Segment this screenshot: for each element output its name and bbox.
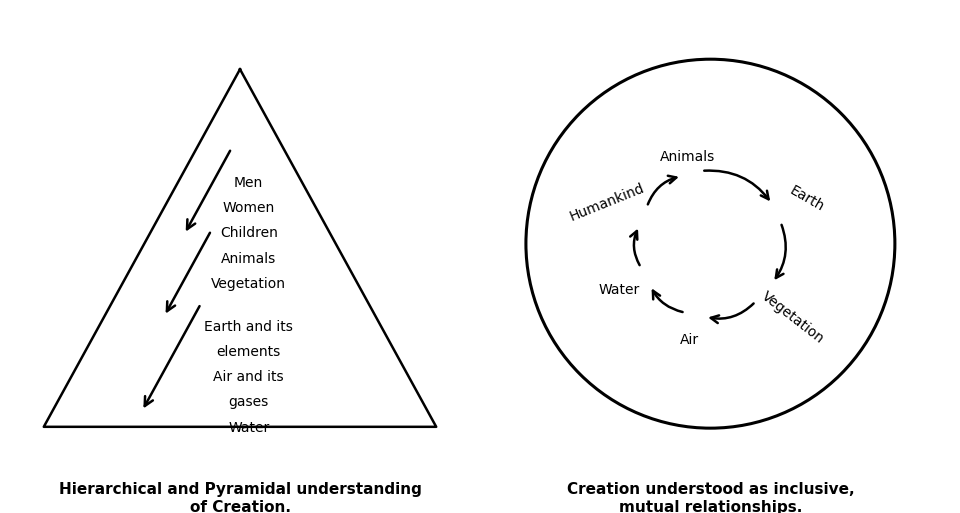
Text: Air: Air [681, 333, 700, 347]
FancyArrowPatch shape [653, 291, 683, 312]
Text: Water: Water [598, 283, 639, 298]
FancyArrowPatch shape [630, 231, 639, 265]
Text: elements: elements [217, 345, 281, 359]
Text: Children: Children [220, 226, 277, 240]
Text: Earth: Earth [787, 183, 827, 214]
FancyArrowPatch shape [705, 170, 769, 199]
Text: Air and its: Air and its [213, 370, 284, 384]
Text: Water: Water [228, 421, 270, 435]
Text: Creation understood as inclusive,
mutual relationships.: Creation understood as inclusive, mutual… [566, 482, 854, 513]
Text: Animals: Animals [660, 150, 714, 164]
Text: gases: gases [228, 396, 269, 409]
Text: Humankind: Humankind [568, 181, 647, 224]
Text: Women: Women [223, 201, 275, 215]
Text: Men: Men [234, 175, 263, 190]
FancyArrowPatch shape [710, 304, 754, 323]
Text: Earth and its: Earth and its [204, 320, 293, 333]
Text: Animals: Animals [221, 251, 276, 266]
FancyArrowPatch shape [776, 225, 785, 278]
FancyArrowPatch shape [648, 176, 677, 204]
Text: Hierarchical and Pyramidal understanding
of Creation.: Hierarchical and Pyramidal understanding… [59, 482, 421, 513]
Text: Vegetation: Vegetation [759, 289, 827, 347]
Text: Vegetation: Vegetation [211, 277, 286, 291]
